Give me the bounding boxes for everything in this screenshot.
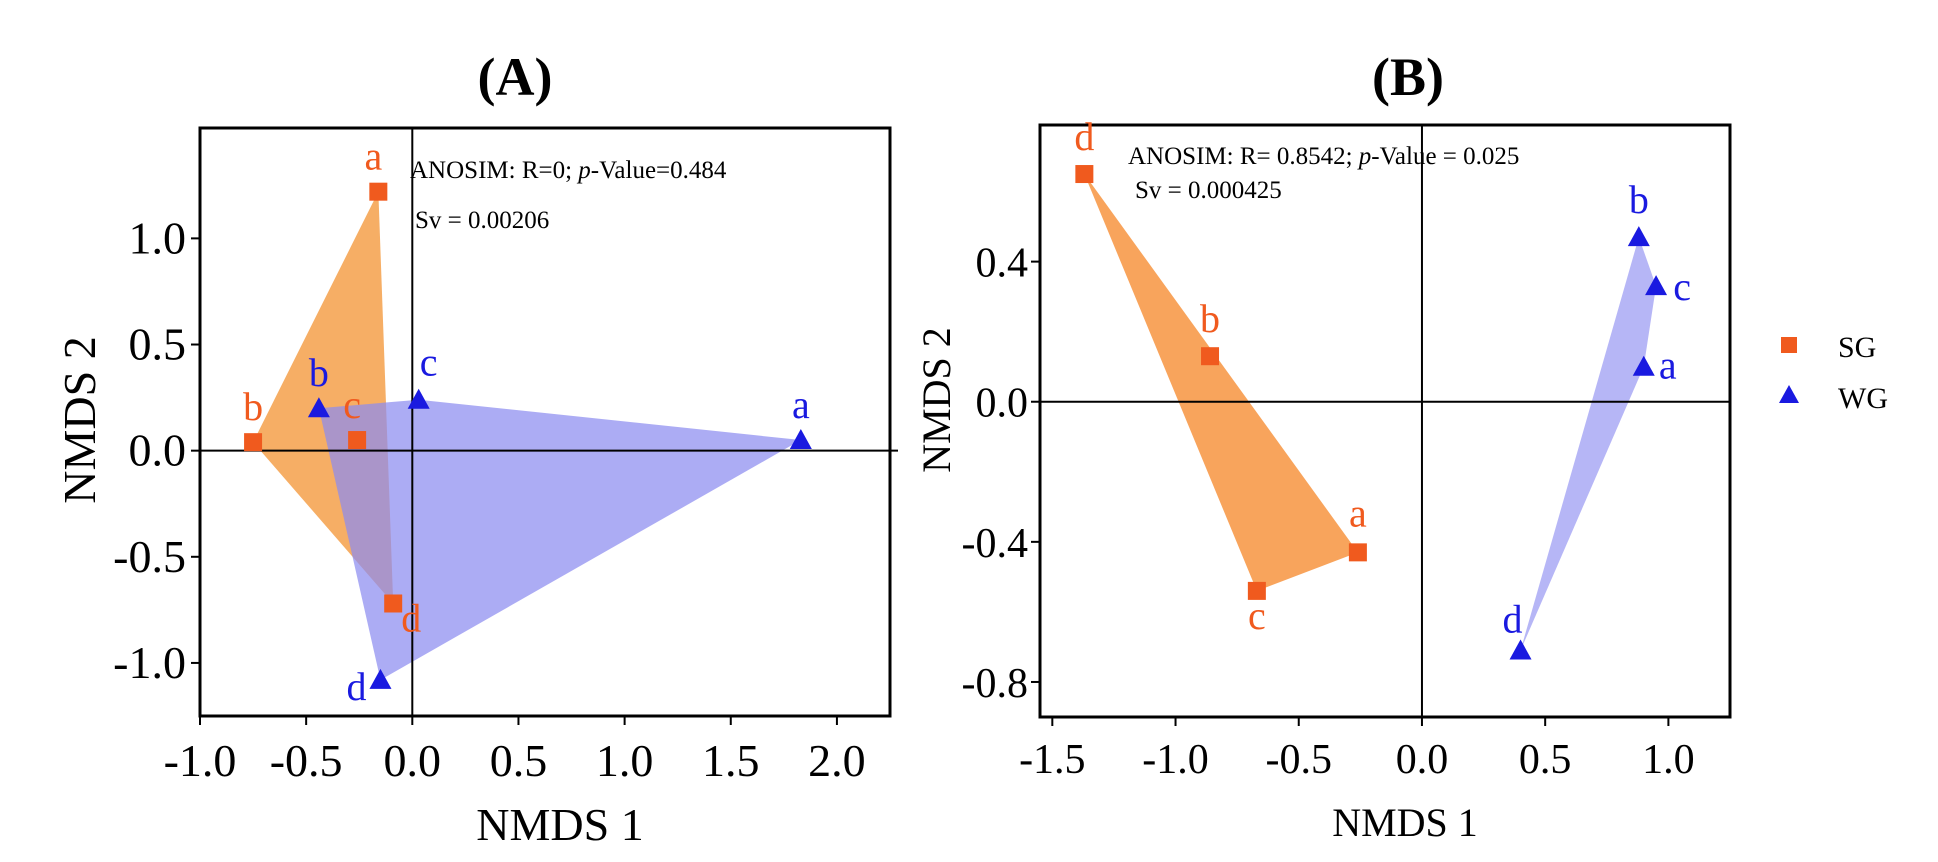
y-tick-label: 0.5 <box>129 319 187 370</box>
panel-a-sv: Sv = 0.00206 <box>415 207 549 234</box>
panel-b-zero-lines <box>1040 125 1730 717</box>
point-label-sg-b: b <box>243 384 263 429</box>
point-label-sg-a: a <box>1349 490 1367 535</box>
y-tick-label: -0.4 <box>962 521 1029 567</box>
point-label-sg-b: b <box>1200 296 1220 341</box>
point-label-wg-b: b <box>1629 177 1649 222</box>
hull-wg <box>318 399 801 680</box>
panel-b-frame <box>1038 123 1732 719</box>
point-label-sg-c: c <box>1248 593 1266 638</box>
panel-b-xlabel: NMDS 1 <box>1332 800 1478 845</box>
x-tick-label: -1.0 <box>164 735 237 786</box>
point-wg-d <box>369 668 392 689</box>
point-wg-a <box>789 429 812 450</box>
x-tick-label: 0.0 <box>384 735 442 786</box>
x-tick-label: 0.5 <box>1519 737 1572 783</box>
point-sg-d <box>1075 165 1094 184</box>
panel-a-zero-lines <box>200 128 898 716</box>
panel-b: (B) -1.5 -1.0 -0.5 0.0 0.5 1.00.40.0-0.4-0.8 … <box>914 47 1732 845</box>
legend-wg-label: WG <box>1838 382 1888 415</box>
x-tick-label: 2.0 <box>808 735 866 786</box>
legend-sg-label: SG <box>1838 331 1876 364</box>
panel-a-ticks: -1.0 -0.5 0.0 0.5 1.0 1.5 2.0 1.0 0.5 0.0 -0.5 -1.0 <box>113 212 866 786</box>
point-label-sg-c: c <box>343 382 361 427</box>
y-tick-label: -0.5 <box>113 531 186 582</box>
x-tick-label: 1.5 <box>702 735 760 786</box>
panel-a: (A) -1.0 -0.5 0.0 0.5 1.0 1.5 2.0 1.0 0.5 0.0 -0.5… <box>54 47 898 850</box>
panel-b-hulls <box>1084 174 1657 651</box>
point-wg-a <box>1632 355 1655 376</box>
point-label-sg-d: d <box>401 595 421 640</box>
hull-sg <box>1084 174 1358 591</box>
x-tick-label: 1.0 <box>596 735 654 786</box>
panel-a-frame <box>198 126 892 718</box>
point-label-wg-a: a <box>1659 343 1677 388</box>
point-wg-b <box>307 397 330 418</box>
x-tick-label: -0.5 <box>270 735 343 786</box>
point-label-wg-b: b <box>309 350 329 395</box>
point-label-wg-d: d <box>1503 596 1523 641</box>
point-sg-d <box>384 594 403 613</box>
x-tick-label: -1.5 <box>1019 737 1086 783</box>
point-label-wg-d: d <box>346 664 366 709</box>
y-tick-label: 0.4 <box>976 241 1029 287</box>
point-label-wg-c: c <box>420 340 438 385</box>
panel-b-anosim: ANOSIM: R= 0.8542; p-Value = 0.025 <box>1128 143 1519 170</box>
panel-b-ticks: -1.5 -1.0 -0.5 0.0 0.5 1.0 0.4 0.0 -0.4 -0.8 <box>962 241 1695 783</box>
point-wg-c <box>1645 275 1668 296</box>
panel-b-ylabel: NMDS 2 <box>914 327 959 473</box>
point-label-wg-c: c <box>1673 264 1691 309</box>
panel-b-sv: Sv = 0.000425 <box>1135 177 1282 204</box>
panel-a-title: (A) <box>478 47 553 107</box>
point-sg-c <box>348 431 367 450</box>
y-tick-label: 0.0 <box>129 425 187 476</box>
x-tick-label: -0.5 <box>1266 737 1333 783</box>
legend-wg-marker <box>1779 385 1799 403</box>
y-tick-label: 0.0 <box>976 381 1029 427</box>
point-wg-b <box>1627 226 1650 247</box>
point-wg-d <box>1509 639 1532 660</box>
point-sg-b <box>244 433 263 452</box>
panel-a-hulls <box>253 191 801 680</box>
point-label-sg-d: d <box>1074 114 1094 159</box>
legend-sg-marker <box>1781 337 1797 353</box>
x-tick-label: 0.0 <box>1396 737 1449 783</box>
x-tick-label: 1.0 <box>1642 737 1695 783</box>
legend: SG WG <box>1779 331 1888 415</box>
y-tick-label: -0.8 <box>962 661 1029 707</box>
panel-a-xlabel: NMDS 1 <box>476 799 643 850</box>
point-wg-c <box>407 388 430 409</box>
y-tick-label: -1.0 <box>113 637 186 688</box>
point-sg-a <box>1348 543 1367 562</box>
x-tick-label: 0.5 <box>490 735 548 786</box>
y-tick-label: 1.0 <box>129 212 187 263</box>
panel-a-ylabel: NMDS 2 <box>54 336 105 503</box>
point-sg-c <box>1247 581 1266 600</box>
point-label-wg-a: a <box>792 382 810 427</box>
hull-wg <box>1520 237 1657 651</box>
point-sg-b <box>1201 347 1220 366</box>
point-sg-a <box>369 182 388 201</box>
panel-b-title: (B) <box>1372 47 1444 107</box>
panel-a-anosim: ANOSIM: R=0; p-Value=0.484 <box>410 157 727 184</box>
x-tick-label: -1.0 <box>1142 737 1209 783</box>
point-label-sg-a: a <box>364 134 382 179</box>
